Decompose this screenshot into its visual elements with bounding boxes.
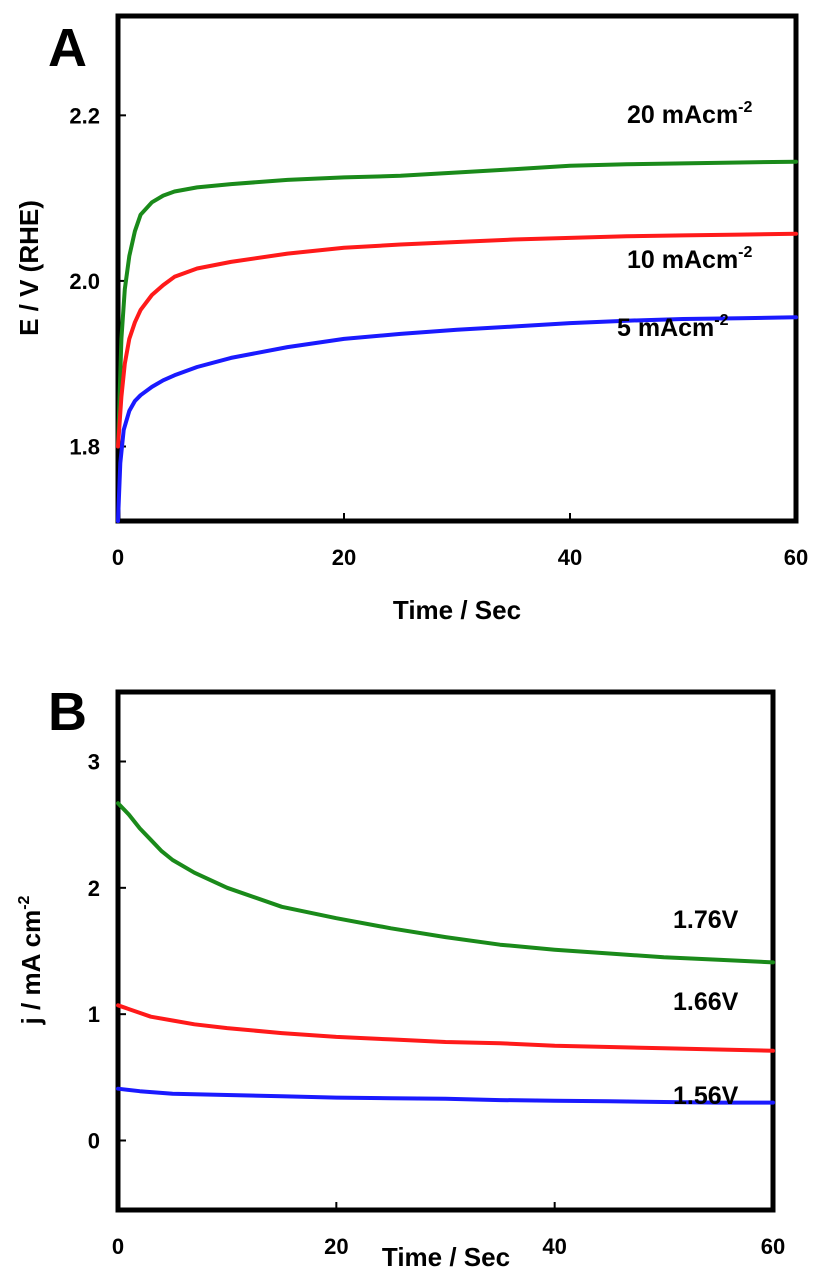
panel-b-series-line-0 [116,801,775,965]
panel-a-plot-frame [115,13,799,524]
series-label-10macm: 10 mAcm-2 [627,244,753,274]
series-label-1-66v: 1.66V [673,988,739,1016]
panel-a-letter: A [48,18,87,78]
panel-b-y-axis-label: j / mA cm-2 [16,895,46,1025]
panel-a: A 0 20 40 60 1.8 2.0 2.2 Time / Sec E / … [14,13,808,625]
panel-a-series-line-1 [116,231,798,449]
panel-b-y-tick-label: 0 [88,1129,100,1154]
panel-b-x-tick-label: 40 [542,1234,566,1259]
panel-b-ticks [117,760,774,1210]
panel-b: B 0 20 40 60 0 1 2 3 Time / Sec j / mA c… [16,682,785,1272]
panel-a-x-axis-label: Time / Sec [393,595,521,625]
panel-b-x-tick-label: 20 [324,1234,348,1259]
panel-a-series-line-2 [116,315,798,523]
panel-b-series-line-2 [116,1086,775,1105]
panel-a-x-tick-label: 60 [784,545,808,570]
panel-b-y-tick-label: 1 [88,1002,100,1027]
panel-b-x-tick-label: 0 [112,1234,124,1259]
panel-b-x-tick-label: 60 [761,1234,785,1259]
panel-b-x-axis-label: Time / Sec [382,1242,510,1272]
panel-b-plot-frame [115,689,776,1213]
series-label-1-76v: 1.76V [673,906,739,934]
panel-a-x-tick-label: 0 [112,545,124,570]
panel-a-y-axis-label: E / V (RHE) [14,200,44,336]
panel-a-series-line-0 [116,159,798,449]
series-label-1-56v: 1.56V [673,1082,739,1110]
panel-a-y-tick-label: 2.2 [69,103,100,128]
panel-b-y-tick-label: 3 [88,749,100,774]
panel-b-series [116,801,775,1105]
panel-a-y-tick-label: 2.0 [69,269,100,294]
panel-b-y-tick-label: 2 [88,876,100,901]
series-label-20macm: 20 mAcm-2 [627,99,753,129]
series-label-5macm: 5 mAcm-2 [617,312,729,342]
panel-b-letter: B [48,682,87,742]
panel-a-series [116,159,798,523]
panel-b-series-line-1 [116,1003,775,1053]
panel-a-y-tick-label: 1.8 [69,434,100,459]
panel-a-x-tick-label: 40 [558,545,582,570]
panel-a-x-tick-label: 20 [332,545,356,570]
